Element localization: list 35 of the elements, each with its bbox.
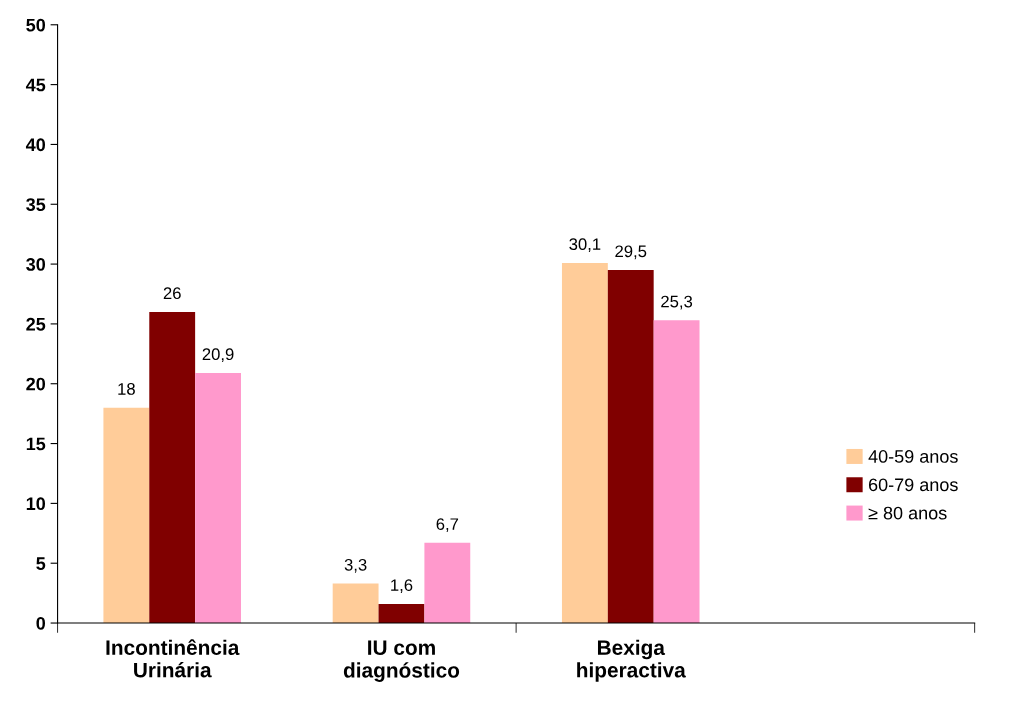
bar: [424, 542, 471, 624]
y-tick-label: 50: [26, 18, 46, 32]
data-label: 25,3: [661, 295, 693, 310]
data-label: 29,5: [615, 245, 647, 260]
legend-label: ≥ 80 anos: [868, 506, 947, 520]
bar: [653, 320, 700, 624]
bar: [195, 372, 241, 624]
data-label: 18: [118, 383, 135, 395]
y-tick-label: 45: [25, 78, 46, 92]
y-tick-label: 35: [26, 198, 46, 211]
y-tick-label: 20: [26, 377, 46, 391]
data-label: 6,7: [436, 518, 459, 532]
x-tick-label: IU com diagnóstico: [343, 640, 460, 682]
data-label: 26: [163, 287, 181, 300]
bar: [607, 270, 654, 624]
y-tick-label: 40: [25, 138, 46, 152]
y-tick-label: 30: [26, 258, 46, 271]
data-label: 1,6: [391, 579, 413, 593]
data-label: 20,9: [202, 348, 234, 363]
y-tick-label: 5: [36, 557, 46, 570]
y-tick-label: 15: [26, 437, 46, 451]
legend-label: 40-59 anos: [868, 450, 958, 463]
data-label: 3,3: [344, 558, 367, 573]
x-tick-label: Bexiga hiperactiva: [577, 639, 686, 682]
data-label: 30,1: [569, 238, 601, 252]
y-tick-label: 25: [26, 317, 46, 331]
bar: [332, 583, 379, 624]
y-tick-label: 0: [36, 616, 46, 630]
bar: [149, 311, 196, 624]
bar: [103, 407, 150, 624]
legend-label: 60-79 anos: [868, 478, 958, 492]
bar: [378, 603, 425, 624]
bar: [561, 262, 608, 624]
y-tick-label: 10: [26, 497, 46, 511]
x-tick-label: Incontinência Urinária: [106, 639, 240, 678]
